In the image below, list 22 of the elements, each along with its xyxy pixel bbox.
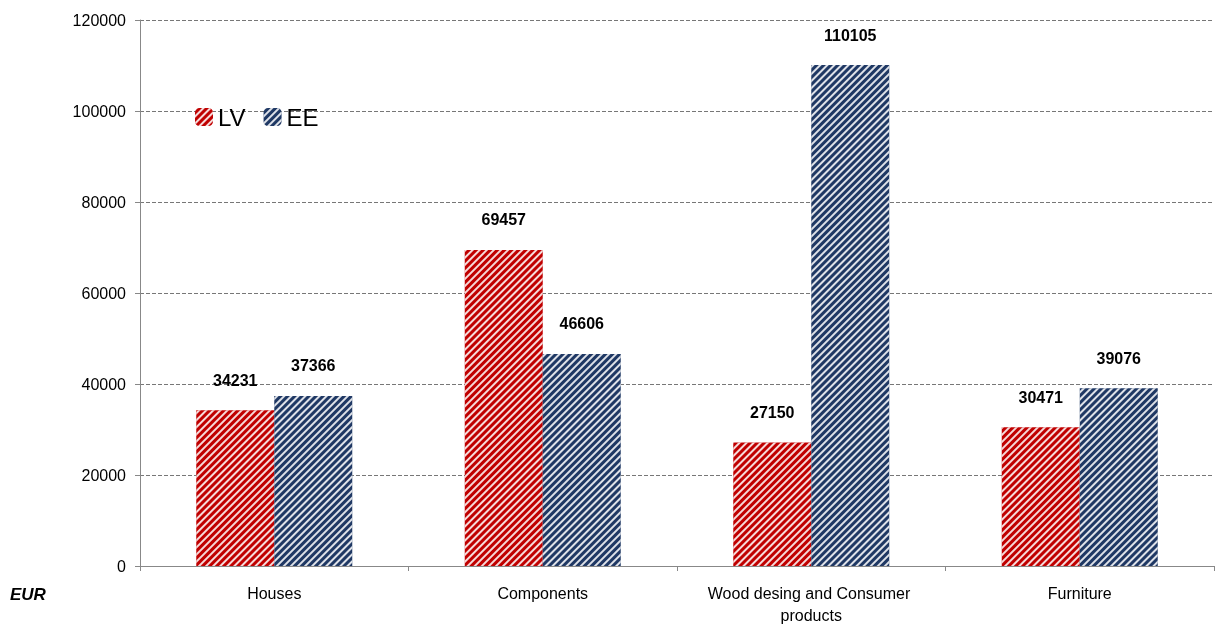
data-label: 46606 <box>559 315 605 333</box>
data-label: 37366 <box>291 357 336 375</box>
legend-label: EE <box>286 103 319 131</box>
x-tick-label: Houses <box>247 584 302 602</box>
y-tick-label: 20000 <box>81 466 127 484</box>
y-axis-title: EUR <box>10 585 47 604</box>
y-tick-label: 60000 <box>81 284 127 302</box>
data-label: 39076 <box>1096 349 1142 367</box>
legend-label: LV <box>218 103 246 131</box>
y-tick-label: 100000 <box>72 102 127 120</box>
data-label: 34231 <box>213 371 258 389</box>
data-label: 27150 <box>750 403 795 421</box>
x-tick-label: Furniture <box>1047 584 1112 602</box>
y-tick-label: 40000 <box>81 375 127 393</box>
y-tick-label: 0 <box>117 557 127 575</box>
y-tick-label: 120000 <box>72 11 127 29</box>
y-tick-label: 80000 <box>81 193 127 211</box>
data-label: 69457 <box>481 211 527 229</box>
data-label: 110105 <box>823 26 877 44</box>
x-tick-label: Wood desing and Consumer products <box>707 584 915 624</box>
x-tick-label: Components <box>497 584 589 602</box>
data-label: 30471 <box>1018 388 1064 406</box>
